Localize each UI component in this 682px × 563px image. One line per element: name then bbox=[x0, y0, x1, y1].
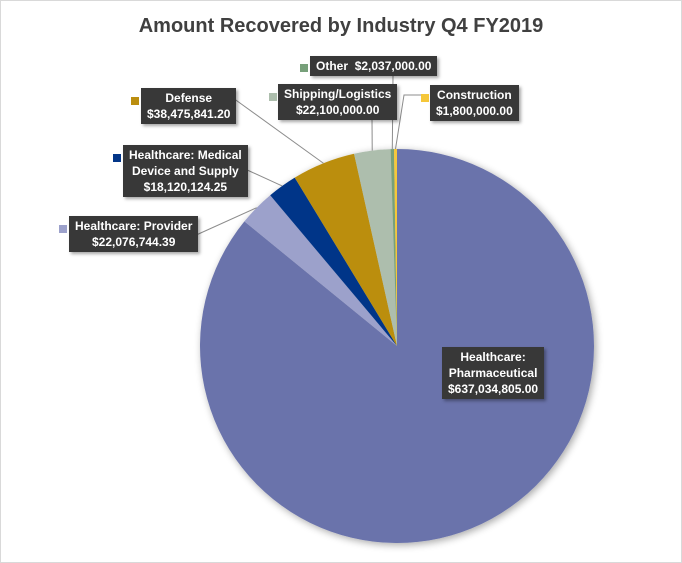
legend-key-healthcare-provider bbox=[59, 225, 67, 233]
legend-key-defense bbox=[131, 97, 139, 105]
legend-key-other bbox=[300, 64, 308, 72]
pie-slice-other bbox=[390, 149, 397, 346]
data-label-category: Construction bbox=[437, 88, 512, 102]
leader-line-healthcare-provider bbox=[193, 207, 257, 237]
data-label-category: Healthcare: Provider bbox=[75, 219, 193, 233]
legend-key-shipping-logistics bbox=[269, 93, 277, 101]
data-label-category: Other bbox=[316, 59, 349, 73]
data-label-value: $22,100,000.00 bbox=[295, 103, 380, 117]
data-label-value: $18,120,124.25 bbox=[143, 180, 228, 194]
data-label-healthcare-medical-device-and-supply: Healthcare: Medical Device and Supply $18,… bbox=[123, 145, 248, 197]
data-label-value: $38,475,841.20 bbox=[147, 107, 231, 121]
data-label-shipping-logistics: Shipping/Logistics $22,100,000.00 bbox=[278, 84, 398, 120]
leader-line-construction bbox=[395, 94, 422, 150]
data-label-value: $637,034,805.00 bbox=[448, 382, 539, 396]
leader-line-healthcare-medical-device-and-supply bbox=[244, 168, 283, 187]
data-label-value: $2,037,000.00 bbox=[354, 59, 432, 73]
data-label-category: Healthcare: bbox=[460, 350, 526, 364]
data-label-category: Device and Supply bbox=[132, 164, 239, 178]
legend-key-construction bbox=[421, 94, 429, 102]
data-label-category: Shipping/Logistics bbox=[284, 87, 392, 101]
pie-slice-defense bbox=[294, 153, 397, 346]
pie-slice-construction bbox=[393, 149, 397, 346]
data-label-defense: Defense $38,475,841.20 bbox=[141, 88, 237, 124]
chart-title: Amount Recovered by Industry Q4 FY2019 bbox=[138, 15, 544, 37]
data-label-value: $22,076,744.39 bbox=[91, 235, 176, 249]
data-label-construction: Construction $1,800,000.00 bbox=[430, 85, 519, 121]
data-label-category: Healthcare: Medical bbox=[129, 148, 242, 162]
data-label-category: Pharmaceutical bbox=[448, 366, 538, 380]
data-label-value: $1,800,000.00 bbox=[436, 104, 513, 118]
pie-slice-healthcare-provider bbox=[244, 195, 397, 346]
data-label-category: Defense bbox=[165, 91, 213, 105]
data-label-healthcare-provider: Healthcare: Provider $22,076,744.39 bbox=[69, 216, 199, 252]
legend-key-healthcare-medical-device-and-supply bbox=[113, 154, 121, 162]
leader-line-defense bbox=[232, 97, 324, 164]
data-label-other: Other $2,037,000.00 bbox=[310, 56, 438, 76]
pie-slice-healthcare-medical-device-and-supply bbox=[270, 177, 397, 346]
data-label-healthcare-pharmaceutical: Healthcare: Pharmaceutical $637,034,805.00 bbox=[442, 347, 545, 399]
pie-slice-shipping-logistics bbox=[354, 149, 397, 346]
